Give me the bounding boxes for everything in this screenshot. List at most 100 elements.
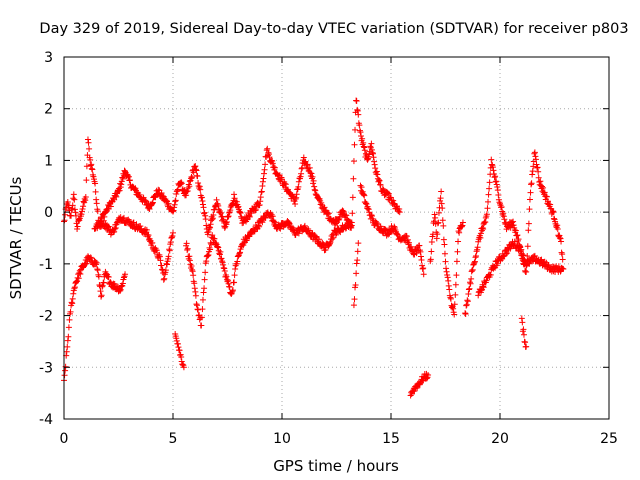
- data-point: [459, 222, 466, 229]
- data-point: [69, 295, 76, 302]
- data-point: [183, 188, 190, 195]
- data-point: [547, 201, 554, 208]
- data-point: [390, 197, 397, 204]
- x-tick-label: 25: [600, 431, 618, 447]
- data-point: [556, 234, 563, 241]
- data-point: [262, 161, 269, 168]
- data-point: [259, 182, 266, 189]
- data-point: [202, 212, 209, 219]
- x-tick-label: 5: [169, 431, 178, 447]
- data-point: [142, 198, 149, 205]
- data-point: [192, 288, 199, 295]
- data-point: [300, 154, 307, 161]
- data-point: [186, 178, 193, 185]
- data-point: [75, 275, 82, 282]
- data-point: [491, 174, 498, 181]
- data-point: [452, 291, 459, 298]
- data-point: [88, 165, 95, 172]
- data-point: [178, 179, 185, 186]
- data-point: [530, 163, 537, 170]
- x-tick-label: 10: [273, 431, 291, 447]
- data-point: [525, 227, 532, 234]
- data-point: [493, 181, 500, 188]
- data-point: [281, 180, 288, 187]
- data-point: [339, 207, 346, 214]
- data-point: [199, 306, 206, 313]
- data-point: [265, 151, 272, 158]
- data-point: [456, 229, 463, 236]
- data-point: [219, 258, 226, 265]
- data-point: [231, 279, 238, 286]
- data-point: [203, 222, 210, 229]
- data-point: [348, 222, 355, 229]
- data-point: [229, 287, 236, 294]
- data-point: [63, 348, 70, 355]
- data-point: [217, 248, 224, 255]
- data-point: [463, 302, 470, 309]
- data-point: [453, 272, 460, 279]
- data-point: [356, 127, 363, 134]
- data-point: [318, 199, 325, 206]
- data-point: [171, 201, 178, 208]
- data-point: [374, 171, 381, 178]
- data-point: [435, 219, 442, 226]
- data-point: [295, 183, 302, 190]
- data-point: [368, 140, 375, 147]
- data-point: [209, 216, 216, 223]
- data-point: [206, 224, 213, 231]
- data-point: [368, 212, 375, 219]
- data-point: [231, 272, 238, 279]
- data-point: [198, 314, 205, 321]
- data-point: [370, 150, 377, 157]
- data-point: [502, 250, 509, 257]
- data-point: [186, 257, 193, 264]
- data-point: [98, 292, 105, 299]
- data-point: [217, 210, 224, 217]
- data-point: [174, 340, 181, 347]
- data-point: [229, 200, 236, 207]
- data-point: [192, 292, 199, 299]
- data-point: [454, 248, 461, 255]
- data-point: [94, 208, 101, 215]
- data-point: [352, 126, 359, 133]
- data-point: [488, 161, 495, 168]
- data-point: [231, 191, 238, 198]
- data-point: [211, 235, 218, 242]
- data-point: [473, 253, 480, 260]
- data-point: [196, 183, 203, 190]
- data-point: [152, 194, 159, 201]
- data-point: [537, 178, 544, 185]
- data-point: [462, 310, 469, 317]
- data-point: [360, 143, 367, 150]
- data-point: [258, 188, 265, 195]
- data-point: [352, 282, 359, 289]
- data-point: [395, 231, 402, 238]
- data-point: [534, 164, 541, 171]
- data-point: [94, 266, 101, 273]
- data-point: [164, 261, 171, 268]
- data-point: [367, 143, 374, 150]
- data-point: [538, 183, 545, 190]
- data-point: [432, 214, 439, 221]
- data-point: [369, 149, 376, 156]
- data-point: [83, 163, 90, 170]
- data-point: [146, 206, 153, 213]
- data-point: [200, 289, 207, 296]
- data-point: [225, 280, 232, 287]
- data-point: [221, 268, 228, 275]
- data-point: [93, 200, 100, 207]
- data-point: [71, 284, 78, 291]
- data-point: [271, 164, 278, 171]
- data-point: [467, 280, 474, 287]
- data-point: [520, 252, 527, 259]
- data-point: [487, 271, 494, 278]
- data-point: [363, 200, 370, 207]
- data-point: [517, 244, 524, 251]
- data-point: [558, 249, 565, 256]
- data-point: [232, 266, 239, 273]
- data-point: [198, 322, 205, 329]
- data-point: [459, 219, 466, 226]
- data-point: [105, 223, 112, 230]
- data-point: [393, 231, 400, 238]
- data-point: [368, 146, 375, 153]
